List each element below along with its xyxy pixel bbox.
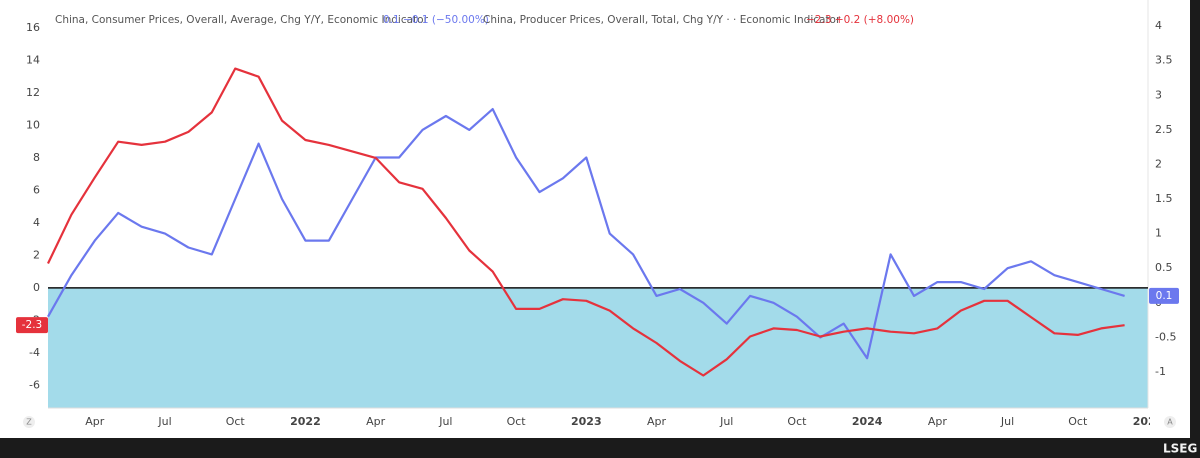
corner-button[interactable] [1164, 416, 1176, 428]
y-tick-label: 14 [26, 53, 40, 66]
x-tick-label: Oct [507, 415, 527, 428]
x-tick-label: Jul [438, 415, 452, 428]
corner-label[interactable]: Z [26, 418, 32, 427]
x-tick-label: Oct [787, 415, 807, 428]
x-tick-label: Apr [366, 415, 386, 428]
y2-tick-label: 0.5 [1155, 261, 1173, 274]
corner-button[interactable] [23, 416, 35, 428]
y-tick-label: 8 [33, 151, 40, 164]
y2-tick-label: 2 [1155, 157, 1162, 170]
x-tick-label: 2022 [290, 415, 321, 428]
y2-tick-label: -1 [1155, 365, 1166, 378]
brand: LSEG [1163, 442, 1197, 456]
y-tick-label: -4 [29, 346, 40, 359]
legend-stats: 0.1 −0.1 (−50.00%) [383, 14, 489, 26]
x-tick-label: Apr [647, 415, 667, 428]
y2-tick-label: 1.5 [1155, 192, 1173, 205]
legend-text: China, Consumer Prices, Overall, Average… [55, 14, 429, 26]
corner-label[interactable]: A [1167, 418, 1173, 427]
series-line [47, 67, 1125, 377]
x-tick-label: Oct [1068, 415, 1088, 428]
x-tick-label: 2024 [852, 415, 883, 428]
x-tick-label: Oct [226, 415, 246, 428]
y2-tick-label: -0.5 [1155, 330, 1176, 343]
last-value-label: 0.1 [1156, 290, 1173, 302]
y2-tick-label: 4 [1155, 19, 1162, 32]
plot-area [47, 0, 1149, 409]
x-tick-label: 2023 [571, 415, 602, 428]
x-tick-label: Jul [157, 415, 171, 428]
x-tick-label: Apr [928, 415, 948, 428]
y-tick-label: 12 [26, 86, 40, 99]
y2-tick-label: 1 [1155, 227, 1162, 240]
y-tick-label: 4 [33, 216, 40, 229]
y-tick-label: 2 [33, 248, 40, 261]
series-line [47, 108, 1125, 360]
y-tick-label: 16 [26, 21, 40, 34]
x-tick-label: Jul [1000, 415, 1014, 428]
y2-tick-label: 2.5 [1155, 123, 1173, 136]
last-value-label: -2.3 [22, 319, 43, 331]
y-tick-label: 6 [33, 183, 40, 196]
y-tick-label: 10 [26, 118, 40, 131]
y2-tick-label: 3 [1155, 88, 1162, 101]
legend-stats: −2.3 +0.2 (+8.00%) [806, 14, 914, 26]
legend-text: China, Producer Prices, Overall, Total, … [483, 14, 841, 26]
x-tick-label: Apr [85, 415, 105, 428]
last-value-badge [1149, 287, 1179, 304]
y-tick-label: 0 [33, 281, 40, 294]
last-value-badge [16, 317, 48, 334]
y-tick-label: -6 [29, 378, 40, 391]
x-tick-label: Jul [719, 415, 733, 428]
y2-tick-label: 3.5 [1155, 54, 1173, 67]
x-tick-label: 2025 [1133, 415, 1164, 428]
